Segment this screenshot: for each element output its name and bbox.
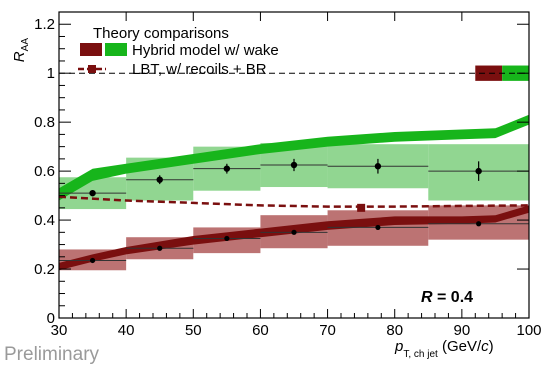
x-axis-label-unit: (GeV/: [438, 338, 482, 355]
legend-swatch-hybrid-light: [105, 43, 127, 56]
data-point-1: [156, 176, 163, 183]
x-axis-label-sub: T, ch jet: [403, 349, 438, 360]
y-axis-label-sub: AA: [20, 38, 31, 52]
x-tick-label-3: 60: [252, 322, 269, 339]
y-tick-label-1: 0.2: [34, 261, 55, 278]
x-tick-label-5: 80: [386, 322, 403, 339]
y-tick-label-6: 1.2: [34, 16, 55, 33]
legend-entry-lbt: LBT, w/ recoils + BR: [132, 61, 267, 78]
x-axis-label-unit-var: c: [481, 338, 489, 355]
x-axis-label: pT, ch jet (GeV/c): [394, 338, 494, 360]
r-annotation-value: = 0.4: [433, 289, 474, 306]
data-low-point-5: [476, 221, 482, 227]
data-point-3: [290, 161, 298, 169]
data-point-4: [374, 163, 382, 170]
y-axis-label: RAA: [11, 38, 31, 63]
data-point-0: [89, 189, 96, 197]
preliminary-label: Preliminary: [4, 344, 100, 365]
x-axis-label-main: p: [394, 338, 403, 355]
y-tick-label-2: 0.4: [34, 212, 55, 229]
legend-swatch-lbt-marker: [88, 65, 96, 73]
legend-header: Theory comparisons: [93, 25, 229, 42]
data-point-5: [475, 167, 482, 175]
legend-entry-hybrid: Hybrid model w/ wake: [132, 42, 279, 59]
lbt-line: [58, 195, 530, 208]
x-axis-label-unit-end: ): [489, 338, 494, 355]
y-tick-label-0: 0: [47, 310, 55, 327]
x-tick-label-2: 50: [185, 322, 202, 339]
x-tick-label-1: 40: [118, 322, 135, 339]
plot-frame: [58, 11, 530, 319]
y-tick-label-3: 0.6: [34, 163, 55, 180]
norm-box-1: [502, 65, 529, 81]
data-low-point-1: [157, 245, 163, 251]
x-tick-label-0: 30: [51, 322, 68, 339]
hybrid-band: [59, 205, 529, 271]
y-axis-label-main: R: [11, 51, 28, 62]
r-annotation-symbol: R: [421, 289, 433, 306]
hybrid-wake-band: [59, 114, 529, 201]
data-low-point-2: [224, 235, 230, 242]
data-low-point-3: [291, 229, 297, 235]
x-tick-label-4: 70: [319, 322, 336, 339]
legend-swatch-hybrid-dark: [80, 43, 102, 56]
x-tick-label-6: 90: [454, 322, 471, 339]
lbt-marker: [357, 203, 366, 212]
r-annotation: R = 0.4: [421, 289, 473, 306]
data-point-2: [223, 165, 231, 172]
data-low-point-4: [375, 224, 381, 231]
y-tick-label-4: 0.8: [34, 114, 55, 131]
x-tick-label-7: 100: [516, 322, 541, 339]
norm-box-0: [475, 65, 503, 81]
data-low-point-0: [89, 257, 96, 264]
y-tick-label-5: 1: [47, 65, 55, 82]
